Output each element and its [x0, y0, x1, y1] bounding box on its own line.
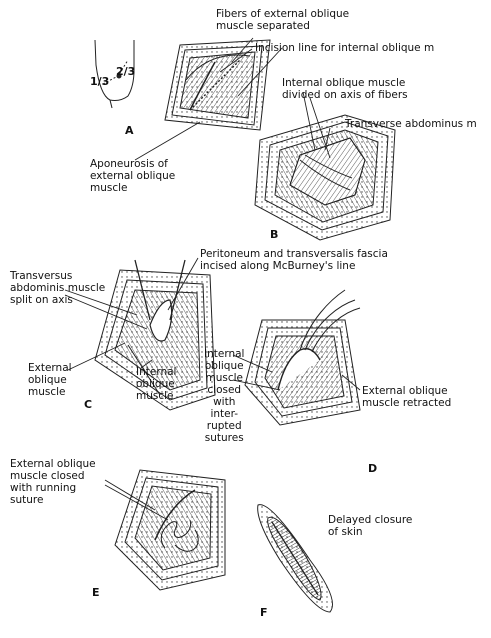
panel-a-incision [164, 39, 271, 131]
label-internal-closed: Internal oblique muscle closed with inte… [204, 348, 245, 444]
label-external-oblique-c: External oblique muscle [28, 362, 72, 398]
panel-label-d: D [368, 462, 378, 475]
panel-label-f: F [260, 606, 268, 619]
panel-label-b: B [270, 228, 279, 241]
panel-e-wound [114, 469, 226, 591]
leader-lines [64, 37, 361, 521]
panel-b-wound [254, 114, 396, 241]
panel-label-e: E [92, 586, 100, 599]
label-incision-line: Incision line for internal oblique m [255, 42, 435, 54]
fraction-one-third: 1/3 [90, 75, 110, 88]
label-delayed-closure: Delayed closure of skin [328, 514, 413, 538]
label-aponeurosis: Aponeurosis of external oblique muscle [90, 158, 176, 194]
panel-label-a: A [125, 124, 134, 137]
panel-d-wound [244, 289, 361, 426]
panel-c-wound [94, 259, 216, 411]
panel-a-body-outline [94, 39, 135, 109]
panel-label-c: C [84, 398, 93, 411]
label-transversus-split: Transversus abdominis muscle split on ax… [10, 270, 106, 306]
label-internal-oblique-c: Internal oblique muscle [136, 366, 177, 402]
label-fibers-separated: Fibers of external oblique muscle separa… [216, 8, 350, 32]
label-external-closed: External oblique muscle closed with runn… [10, 458, 96, 506]
label-internal-divided: Internal oblique muscle divided on axis … [282, 77, 408, 101]
panel-f-wound [257, 504, 333, 613]
label-external-retracted: External oblique muscle retracted [362, 385, 452, 409]
label-peritoneum: Peritoneum and transversalis fascia inci… [200, 248, 388, 272]
fraction-two-thirds: 2/3 [116, 65, 136, 78]
label-transverse-abdominus: Transverse abdominus m [345, 118, 477, 130]
